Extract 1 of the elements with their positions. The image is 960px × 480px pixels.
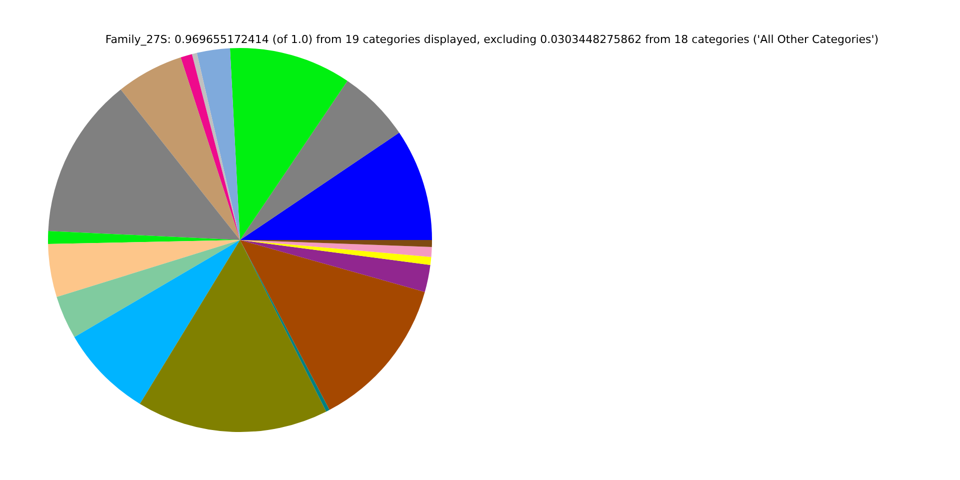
text: Family_27S: 0.969655172414 (of 1.0) from 19 categories displayed, excluding 0.0303448275862 from 18 categories ('All Other Categories') [104,33,880,46]
